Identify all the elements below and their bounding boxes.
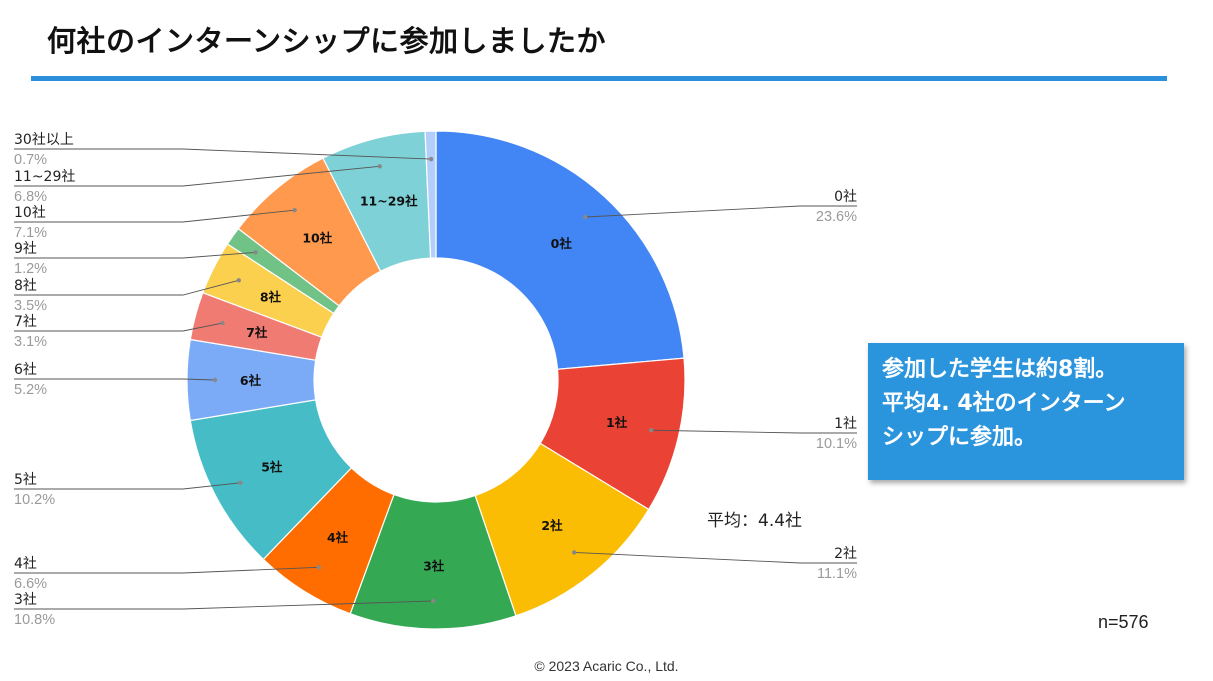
leader-line-0	[585, 205, 857, 218]
category-label-11-29: 11~29社	[14, 169, 75, 185]
category-label-8: 8社	[14, 278, 37, 294]
sample-size-label: n=576	[1098, 612, 1149, 632]
category-label-3: 3社	[14, 592, 37, 608]
category-label-1: 1社	[834, 416, 857, 432]
percent-label-6: 5.2%	[14, 382, 47, 398]
leader-line-3	[14, 600, 434, 610]
leader-line-11-29	[14, 165, 380, 187]
leader-line-2	[574, 552, 857, 564]
average-annotation: 平均：4.4社	[707, 511, 803, 531]
slice-inner-label-6: 6社	[240, 373, 262, 388]
category-label-2: 2社	[834, 546, 857, 562]
slice-30	[424, 130, 437, 259]
category-label-4: 4社	[14, 556, 37, 572]
leader-line-5	[14, 482, 241, 490]
slice-inner-label-10: 10社	[302, 230, 332, 245]
leader-dot-4	[316, 565, 321, 570]
leader-dot-0	[583, 214, 588, 220]
percent-label-8: 3.5%	[14, 298, 47, 314]
slice-inner-label-4: 4社	[327, 530, 349, 545]
percent-label-30: 0.7%	[14, 152, 47, 168]
slice-inner-label-1: 1社	[606, 415, 628, 430]
title-divider	[31, 76, 1167, 81]
percent-label-7: 3.1%	[14, 334, 47, 350]
slice-inner-label-0: 0社	[551, 236, 573, 251]
percent-label-0: 23.6%	[816, 209, 857, 225]
copyright-footer: © 2023 Acaric Co., Ltd.	[534, 658, 679, 674]
leader-line-1	[651, 429, 857, 434]
slice-inner-label-2: 2社	[541, 518, 563, 533]
leader-dot-2	[571, 550, 577, 555]
percent-label-1: 10.1%	[816, 436, 857, 452]
percent-label-2: 11.1%	[817, 566, 857, 582]
leader-dot-9	[253, 250, 258, 255]
category-label-0: 0社	[834, 189, 857, 205]
slice-inner-label-11-29: 11~29社	[360, 194, 418, 209]
category-label-6: 6社	[14, 362, 37, 378]
percent-label-10: 7.1%	[14, 225, 47, 241]
category-label-7: 7社	[14, 314, 37, 330]
category-label-5: 5社	[14, 472, 37, 488]
callout-line-1: 参加した学生は約8割。	[882, 357, 1118, 382]
leader-line-30	[14, 148, 432, 160]
leader-dot-1	[649, 428, 654, 433]
slice-0	[435, 130, 685, 370]
leader-dot-5	[238, 480, 243, 485]
callout-line-2: 平均4. 4社のインターン	[882, 391, 1126, 416]
category-label-9: 9社	[14, 241, 37, 257]
percent-label-3: 10.8%	[14, 612, 55, 628]
leader-dot-8	[236, 278, 241, 283]
leader-dot-7	[220, 320, 225, 326]
slice-inner-label-5: 5社	[261, 459, 283, 474]
slice-inner-label-7: 7社	[246, 325, 268, 340]
leader-dot-6	[212, 377, 218, 383]
leader-line-7	[14, 322, 223, 332]
callout-line-3: シップに参加。	[882, 425, 1037, 450]
leader-line-9	[14, 251, 256, 259]
summary-callout-box: 参加した学生は約8割。 平均4. 4社のインターン シップに参加。	[868, 343, 1184, 480]
percent-label-11-29: 6.8%	[14, 189, 47, 205]
percent-label-5: 10.2%	[14, 492, 55, 508]
leader-dot-10	[292, 207, 297, 213]
leader-dot-11-29	[377, 164, 382, 169]
leader-line-6	[14, 378, 216, 381]
leader-line-8	[14, 279, 239, 296]
percent-label-9: 1.2%	[14, 261, 47, 277]
leader-dot-30	[428, 156, 434, 162]
category-label-30: 30社以上	[14, 132, 74, 148]
leader-line-4	[14, 566, 319, 574]
leader-line-10	[14, 209, 295, 223]
percent-label-4: 6.6%	[14, 576, 47, 592]
slice-inner-label-3: 3社	[423, 558, 445, 573]
slice-inner-label-8: 8社	[260, 289, 282, 304]
leader-dot-3	[431, 598, 436, 604]
category-label-10: 10社	[14, 205, 46, 221]
page-title: 何社のインターンシップに参加しましたか	[47, 24, 607, 58]
